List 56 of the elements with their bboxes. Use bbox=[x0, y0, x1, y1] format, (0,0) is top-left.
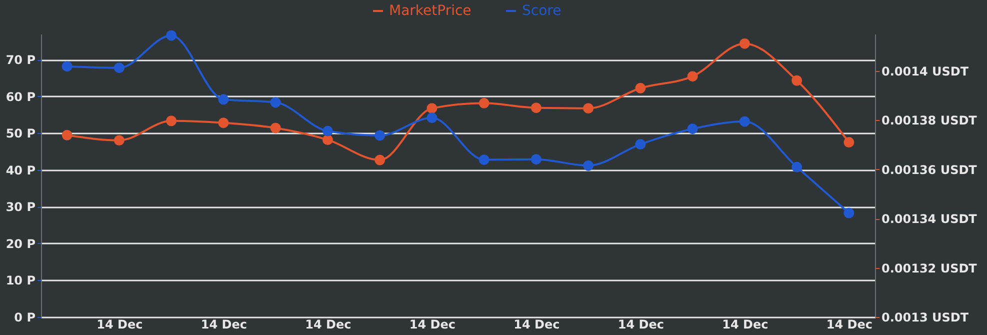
y2-tick-label: 0.00136 USDT bbox=[882, 162, 978, 177]
point bbox=[218, 118, 229, 128]
point bbox=[322, 134, 333, 146]
point bbox=[583, 103, 594, 114]
point bbox=[322, 126, 333, 136]
point bbox=[426, 103, 438, 114]
point bbox=[844, 208, 854, 218]
y2-tick-label: 0.0014 USDT bbox=[882, 64, 970, 78]
point bbox=[166, 30, 177, 41]
x-tick-label: 14 Dec bbox=[409, 318, 456, 332]
y-tick-label: 70 P bbox=[6, 53, 36, 68]
y-tick-label: 50 P bbox=[6, 126, 36, 141]
point bbox=[166, 116, 177, 126]
point bbox=[792, 75, 802, 86]
y2-tick-label: 0.00132 USDT bbox=[882, 261, 978, 276]
point bbox=[687, 124, 698, 134]
point bbox=[270, 122, 281, 134]
point bbox=[792, 162, 802, 172]
legend-label: Score bbox=[522, 3, 562, 19]
x-tick-label: 14 Dec bbox=[722, 318, 768, 332]
x-tick-label: 14 Dec bbox=[618, 318, 664, 332]
x-tick-label: 14 Dec bbox=[96, 318, 143, 332]
point bbox=[739, 38, 750, 49]
x-tick-label: 14 Dec bbox=[826, 318, 872, 332]
point bbox=[687, 71, 698, 82]
y-tick-label: 30 P bbox=[6, 200, 36, 214]
point bbox=[844, 137, 854, 148]
point bbox=[62, 61, 72, 72]
point bbox=[218, 94, 229, 105]
point bbox=[583, 160, 594, 171]
y-tick-label: 0 P bbox=[14, 310, 36, 324]
point bbox=[635, 82, 646, 94]
point bbox=[478, 154, 490, 165]
y-tick-label: 60 P bbox=[6, 90, 36, 104]
x-tick-label: 14 Dec bbox=[305, 318, 352, 332]
y2-tick-label: 0.00134 USDT bbox=[882, 212, 978, 226]
point bbox=[62, 130, 72, 140]
y-tick-label: 10 P bbox=[6, 274, 36, 288]
point bbox=[635, 139, 646, 150]
legend-label: MarketPrice bbox=[389, 3, 472, 19]
point bbox=[739, 116, 750, 127]
point bbox=[478, 98, 490, 108]
x-tick-label: 14 Dec bbox=[200, 318, 247, 332]
y2-tick-label: 0.00138 USDT bbox=[882, 114, 978, 128]
point bbox=[530, 102, 542, 114]
x-tick-label: 14 Dec bbox=[514, 318, 560, 332]
y-tick-label: 40 P bbox=[6, 163, 36, 178]
point bbox=[374, 130, 386, 141]
point bbox=[114, 62, 124, 74]
point bbox=[426, 112, 438, 124]
y-tick-label: 20 P bbox=[6, 236, 36, 251]
point bbox=[374, 154, 386, 166]
point bbox=[530, 154, 542, 165]
point bbox=[270, 97, 281, 108]
point bbox=[114, 135, 124, 146]
y2-tick-label: 0.0013 USDT bbox=[882, 310, 970, 324]
